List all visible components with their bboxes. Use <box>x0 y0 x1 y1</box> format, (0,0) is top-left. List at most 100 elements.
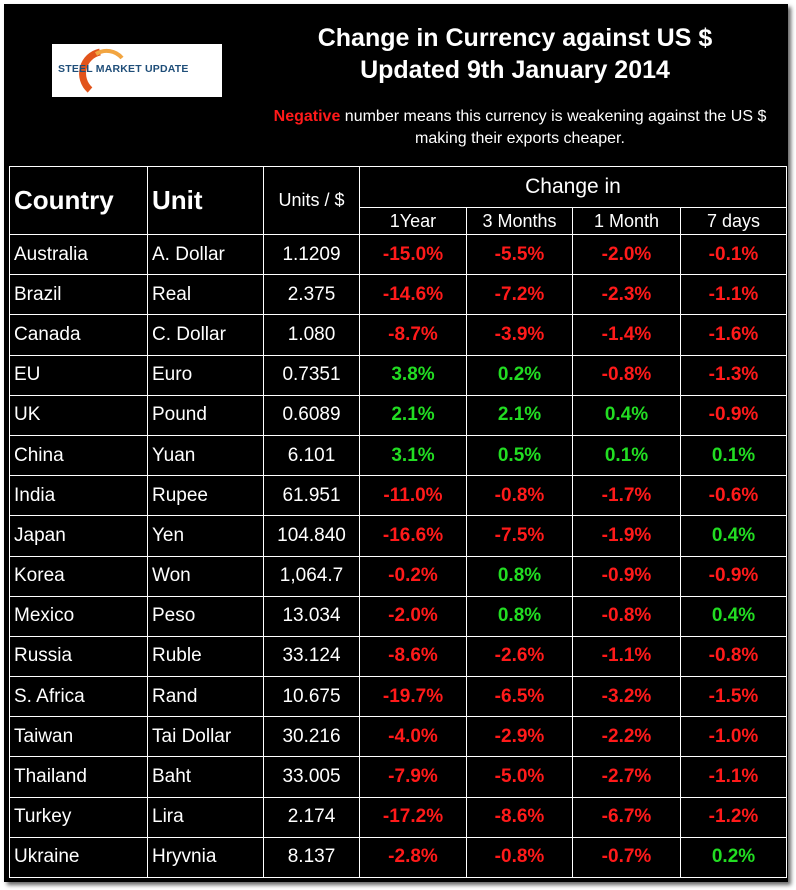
page-subtitle: Updated 9th January 2014 <box>360 56 670 84</box>
change-cell: -2.0% <box>359 595 467 637</box>
table-row: Taiwan Tai Dollar 30.216 -4.0% -2.9% -2.2% -1.… <box>9 716 787 758</box>
header-change-in: Change in <box>359 166 787 208</box>
rate-cell: 104.840 <box>263 515 360 557</box>
rate-cell: 33.124 <box>263 635 360 678</box>
change-cell: -1.1% <box>680 756 787 798</box>
unit-cell: Yuan <box>147 434 264 477</box>
change-cell: -11.0% <box>359 475 467 517</box>
unit-cell: Won <box>147 555 264 597</box>
country-cell: Korea <box>9 555 148 597</box>
change-cell: -4.0% <box>359 716 467 758</box>
change-cell: 0.8% <box>466 555 573 597</box>
change-cell: 3.1% <box>359 434 467 477</box>
change-cell: -2.7% <box>572 756 681 798</box>
unit-cell: Ruble <box>147 635 264 678</box>
unit-cell: Real <box>147 274 264 316</box>
change-cell: -2.9% <box>466 716 573 758</box>
change-cell: -3.2% <box>572 676 681 718</box>
change-cell: -0.8% <box>466 475 573 517</box>
change-cell: 3.8% <box>359 354 467 396</box>
header-country: Country <box>9 166 148 235</box>
table-row: India Rupee 61.951 -11.0% -0.8% -1.7% -0.6% <box>9 475 787 517</box>
change-cell: -2.0% <box>572 233 681 276</box>
country-cell: China <box>9 434 148 477</box>
unit-cell: Tai Dollar <box>147 716 264 758</box>
table-row: Brazil Real 2.375 -14.6% -7.2% -2.3% -1.1% <box>9 274 787 316</box>
unit-cell: Peso <box>147 595 264 637</box>
table-row: Russia Ruble 33.124 -8.6% -2.6% -1.1% -0.8% <box>9 635 787 678</box>
table-row: China Yuan 6.101 3.1% 0.5% 0.1% 0.1% <box>9 434 787 477</box>
change-cell: -2.3% <box>572 274 681 316</box>
change-cell: -8.6% <box>466 796 573 838</box>
change-cell: -0.7% <box>572 836 681 879</box>
change-cell: -1.9% <box>572 515 681 557</box>
change-cell: 0.8% <box>466 595 573 637</box>
rate-cell: 1,064.7 <box>263 555 360 597</box>
change-cell: -1.3% <box>680 354 787 396</box>
change-cell: 0.2% <box>466 354 573 396</box>
logo-text: STEEL MARKET UPDATE <box>58 63 189 75</box>
rate-cell: 0.7351 <box>263 354 360 396</box>
table-row: Thailand Baht 33.005 -7.9% -5.0% -2.7% -1.1% <box>9 756 787 798</box>
header-period: 7 days <box>680 207 787 235</box>
table-row: Japan Yen 104.840 -16.6% -7.5% -1.9% 0.4% <box>9 515 787 557</box>
change-cell: -0.8% <box>572 595 681 637</box>
rate-cell: 61.951 <box>263 475 360 517</box>
change-cell: -8.7% <box>359 314 467 356</box>
unit-cell: Yen <box>147 515 264 557</box>
unit-cell: Rupee <box>147 475 264 517</box>
change-cell: 0.4% <box>680 595 787 637</box>
table-row: Ukraine Hryvnia 8.137 -2.8% -0.8% -0.7% 0.2% <box>9 836 787 879</box>
country-cell: Australia <box>9 233 148 276</box>
country-cell: Ukraine <box>9 836 148 879</box>
rate-cell: 8.137 <box>263 836 360 879</box>
rate-cell: 1.1209 <box>263 233 360 276</box>
change-cell: -0.1% <box>680 233 787 276</box>
country-cell: S. Africa <box>9 676 148 718</box>
unit-cell: Euro <box>147 354 264 396</box>
change-cell: -15.0% <box>359 233 467 276</box>
change-cell: -6.5% <box>466 676 573 718</box>
change-cell: -1.6% <box>680 314 787 356</box>
table-row: Canada C. Dollar 1.080 -8.7% -3.9% -1.4% -1.6% <box>9 314 787 356</box>
rate-cell: 30.216 <box>263 716 360 758</box>
change-cell: -0.8% <box>680 635 787 678</box>
change-cell: -1.5% <box>680 676 787 718</box>
change-cell: 0.5% <box>466 434 573 477</box>
rate-cell: 2.174 <box>263 796 360 838</box>
change-cell: -1.1% <box>680 274 787 316</box>
logo-swoosh-icon <box>79 48 124 93</box>
country-cell: Canada <box>9 314 148 356</box>
rate-cell: 2.375 <box>263 274 360 316</box>
country-cell: Taiwan <box>9 716 148 758</box>
unit-cell: Rand <box>147 676 264 718</box>
currency-table: Country Unit Units / $ Change in 1Year 3… <box>9 166 787 879</box>
change-cell: -3.9% <box>466 314 573 356</box>
country-cell: Japan <box>9 515 148 557</box>
table-body: Australia A. Dollar 1.1209 -15.0% -5.5% -2.0%… <box>9 233 787 879</box>
change-cell: -0.9% <box>572 555 681 597</box>
change-cell: -1.2% <box>680 796 787 838</box>
rate-cell: 10.675 <box>263 676 360 718</box>
rate-cell: 1.080 <box>263 314 360 356</box>
change-cell: -0.8% <box>466 836 573 879</box>
change-cell: -2.2% <box>572 716 681 758</box>
change-cell: -17.2% <box>359 796 467 838</box>
unit-cell: Hryvnia <box>147 836 264 879</box>
change-cell: -2.8% <box>359 836 467 879</box>
change-cell: -14.6% <box>359 274 467 316</box>
change-cell: -5.0% <box>466 756 573 798</box>
change-cell: -0.9% <box>680 555 787 597</box>
change-cell: -2.6% <box>466 635 573 678</box>
table-row: Turkey Lira 2.174 -17.2% -8.6% -6.7% -1.2% <box>9 796 787 838</box>
change-cell: 0.2% <box>680 836 787 879</box>
change-cell: -19.7% <box>359 676 467 718</box>
country-cell: Thailand <box>9 756 148 798</box>
table-row: EU Euro 0.7351 3.8% 0.2% -0.8% -1.3% <box>9 354 787 396</box>
change-cell: 2.1% <box>359 394 467 436</box>
country-cell: Mexico <box>9 595 148 637</box>
change-cell: -0.9% <box>680 394 787 436</box>
unit-cell: Lira <box>147 796 264 838</box>
header-period: 1 Month <box>572 207 681 235</box>
change-cell: -0.6% <box>680 475 787 517</box>
